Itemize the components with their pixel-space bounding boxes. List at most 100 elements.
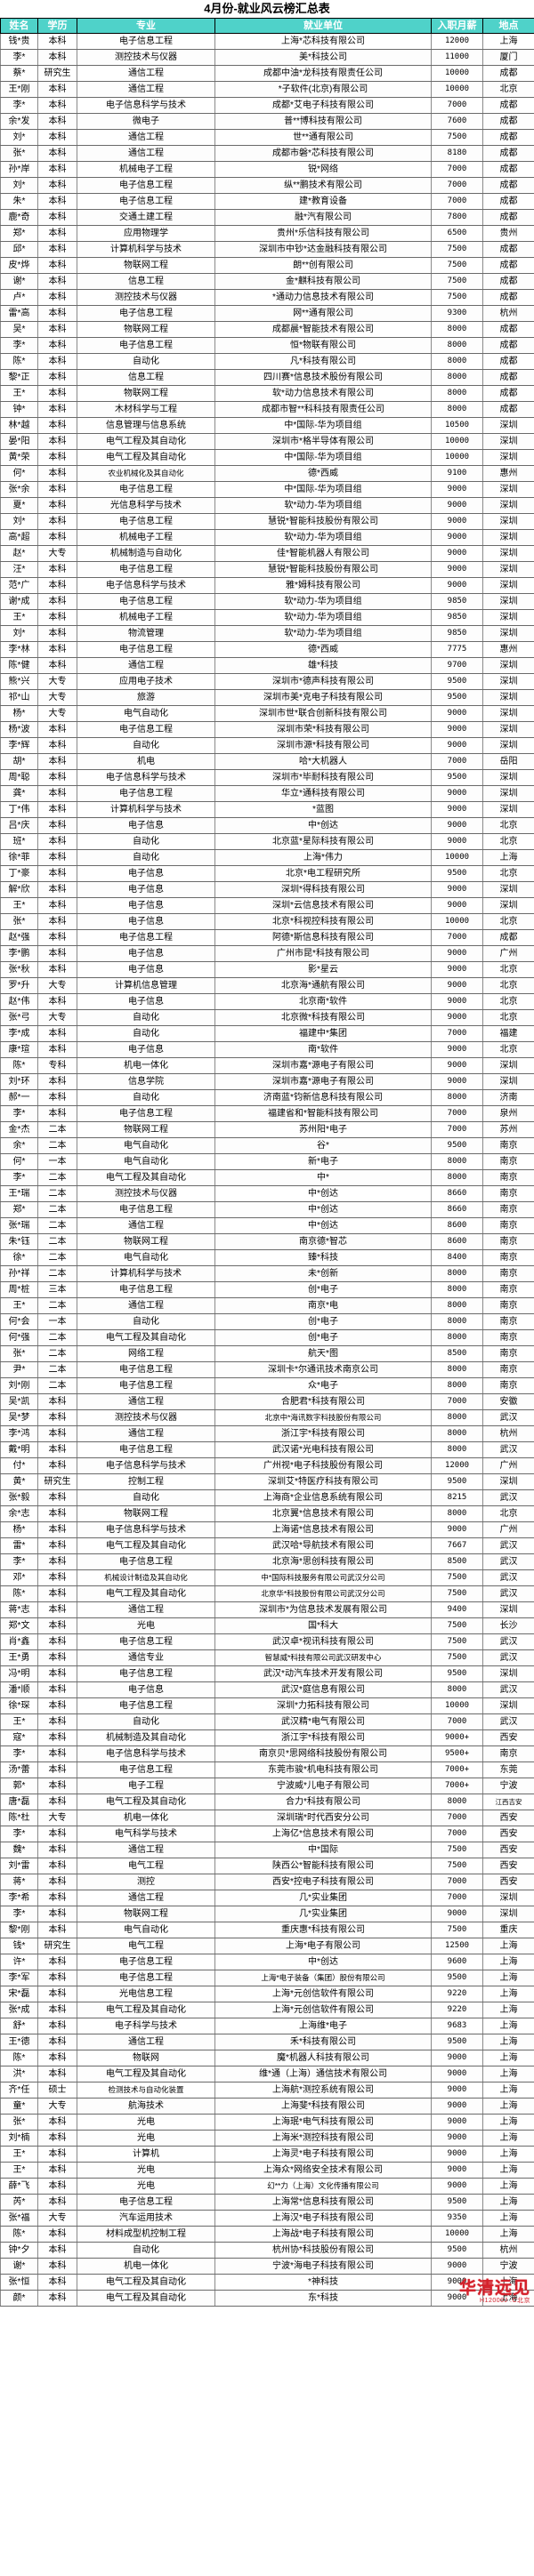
table-row[interactable]: 张*弓 大专 自动化 北京微*科技有限公司 9000 北京 bbox=[0, 1009, 534, 1026]
table-row[interactable]: 钟*夕 本科 自动化 杭州协*科技股份有限公司 9500 杭州 bbox=[0, 2242, 534, 2259]
table-row[interactable]: 李* 本科 电子信息科学与技术 成都*艾电子科技有限公司 7000 成都 bbox=[0, 97, 534, 114]
table-row[interactable]: 王* 本科 机械电子工程 软*动力-华为项目组 9850 深圳 bbox=[0, 609, 534, 626]
table-row[interactable]: 洪* 本科 电气工程及其自动化 维*通（上海）通信技术有限公司 9000 上海 bbox=[0, 2066, 534, 2082]
table-row[interactable]: 芮* 本科 电子信息工程 上海常*信息科技有限公司 9500 上海 bbox=[0, 2194, 534, 2211]
table-row[interactable]: 李*军 本科 电子信息工程 上海*电子装备（集团）股份有限公司 9500 上海 bbox=[0, 1970, 534, 1986]
table-row[interactable]: 朱*钰 二本 物联网工程 南京德*智芯 8600 南京 bbox=[0, 1233, 534, 1250]
table-row[interactable]: 蔡* 研究生 通信工程 成都中油*龙科技有限责任公司 10000 成都 bbox=[0, 65, 534, 82]
table-row[interactable]: 齐*任 硕士 检测技术与自动化装置 上海航*测控系统有限公司 9000 上海 bbox=[0, 2082, 534, 2099]
table-row[interactable]: 王* 本科 物联网工程 软*动力信息技术有限公司 8000 成都 bbox=[0, 385, 534, 402]
table-row[interactable]: 张* 二本 网络工程 航天*图 8500 南京 bbox=[0, 1345, 534, 1362]
table-row[interactable]: 金*杰 二本 物联网工程 苏州阳*电子 7000 苏州 bbox=[0, 1121, 534, 1138]
table-row[interactable]: 胡* 本科 机电 哈*大机器人 7000 岳阳 bbox=[0, 753, 534, 770]
table-row[interactable]: 皮*烨 本科 物联网工程 朗**创有限公司 7500 成都 bbox=[0, 257, 534, 274]
table-row[interactable]: 王* 本科 计算机 上海灵*电子科技有限公司 9000 上海 bbox=[0, 2146, 534, 2163]
table-row[interactable]: 夏* 本科 光信息科学与技术 软*动力-华为项目组 9000 深圳 bbox=[0, 497, 534, 514]
table-row[interactable]: 班* 本科 自动化 北京蓝*星际科技有限公司 9000 北京 bbox=[0, 833, 534, 850]
table-row[interactable]: 雷*高 本科 电子信息工程 网**通有限公司 9300 杭州 bbox=[0, 305, 534, 322]
table-row[interactable]: 周*桩 三本 电子信息工程 创*电子 8000 南京 bbox=[0, 1281, 534, 1298]
table-row[interactable]: 魏* 本科 通信工程 中*国际 7500 西安 bbox=[0, 1842, 534, 1858]
table-row[interactable]: 范*广 本科 电子信息科学与技术 雅*姆科技有限公司 9000 深圳 bbox=[0, 577, 534, 594]
table-row[interactable]: 张* 本科 光电 上海珉*电气科技有限公司 9000 上海 bbox=[0, 2114, 534, 2131]
table-row[interactable]: 李*林 本科 电子信息工程 德*西威 7775 惠州 bbox=[0, 641, 534, 658]
table-row[interactable]: 朱* 本科 电子信息工程 建*教育设备 7000 成都 bbox=[0, 193, 534, 210]
table-row[interactable]: 刘*环 本科 信息学院 深圳市嘉*源电子有限公司 9000 深圳 bbox=[0, 1073, 534, 1090]
table-row[interactable]: 王* 本科 自动化 武汉精*电气有限公司 7000 武汉 bbox=[0, 1713, 534, 1730]
table-row[interactable]: 刘*刚 二本 电子信息工程 众*电子 8000 南京 bbox=[0, 1377, 534, 1394]
table-row[interactable]: 张*福 大专 汽车运用技术 上海汉*电子科技有限公司 9350 上海 bbox=[0, 2210, 534, 2227]
table-row[interactable]: 黄*荣 本科 电气工程及其自动化 中*国际-华为项目组 10000 深圳 bbox=[0, 449, 534, 466]
table-row[interactable]: 潘*顺 本科 电子信息 武汉*庭信息有限公司 8000 武汉 bbox=[0, 1681, 534, 1698]
table-row[interactable]: 吴* 本科 物联网工程 成都晨*智能技术有限公司 8000 成都 bbox=[0, 321, 534, 338]
table-row[interactable]: 李* 本科 电子信息科学与技术 南京贝*思网络科技股份有限公司 9500+ 南京 bbox=[0, 1745, 534, 1762]
table-row[interactable]: 郑* 本科 应用物理学 贵州*乐信科技有限公司 6500 贵州 bbox=[0, 225, 534, 242]
table-row[interactable]: 张*毅 本科 自动化 上海商*企业信息系统有限公司 8215 武汉 bbox=[0, 1489, 534, 1506]
table-row[interactable]: 汪* 本科 电子信息工程 慧锐*智能科技股份有限公司 9000 深圳 bbox=[0, 561, 534, 578]
table-row[interactable]: 何*会 一本 自动化 创*电子 8000 南京 bbox=[0, 1313, 534, 1330]
table-row[interactable]: 周*聪 本科 电子信息科学与技术 深圳市*毕耐科技有限公司 9500 深圳 bbox=[0, 769, 534, 786]
table-row[interactable]: 徐*菲 本科 自动化 上海*伟力 10000 上海 bbox=[0, 849, 534, 866]
table-row[interactable]: 李*鸿 本科 通信工程 浙江宇*科技有限公司 8000 杭州 bbox=[0, 1425, 534, 1442]
table-row[interactable]: 陈*健 本科 通信工程 雄*科技 9700 深圳 bbox=[0, 657, 534, 674]
column-header-name[interactable]: 姓名 bbox=[0, 18, 38, 34]
table-row[interactable]: 吴*梦 本科 测控技术与仪器 北京中*海讯数字科技股份有限公司 8000 武汉 bbox=[0, 1409, 534, 1426]
table-row[interactable]: 郑*文 本科 光电 国*科大 7500 长沙 bbox=[0, 1617, 534, 1634]
table-row[interactable]: 肖*鑫 本科 电子信息工程 武汉卓*视讯科技有限公司 7500 武汉 bbox=[0, 1633, 534, 1650]
table-row[interactable]: 陈* 本科 电气工程及其自动化 北京华*科技股份有限公司武汉分公司 7500 武汉 bbox=[0, 1585, 534, 1602]
table-row[interactable]: 蒋* 本科 测控 西安*控电子科技有限公司 7000 西安 bbox=[0, 1874, 534, 1890]
table-row[interactable]: 解*欣 本科 电子信息 深圳*得科技有限公司 9000 深圳 bbox=[0, 881, 534, 898]
table-row[interactable]: 李* 二本 电气工程及其自动化 中* 8000 南京 bbox=[0, 1169, 534, 1186]
table-row[interactable]: 刘*雷 本科 电气工程 陕西公*智能科技有限公司 7500 西安 bbox=[0, 1858, 534, 1874]
table-row[interactable]: 李* 本科 电气科学与技术 上海亿*信息技术有限公司 7000 西安 bbox=[0, 1826, 534, 1842]
table-row[interactable]: 付* 本科 电子信息科学与技术 广州视*电子科技股份有限公司 12000 广州 bbox=[0, 1457, 534, 1474]
table-row[interactable]: 孙*祥 二本 计算机科学与技术 未*创新 8000 南京 bbox=[0, 1265, 534, 1282]
table-row[interactable]: 戴*明 本科 电子信息工程 武汉诺*光电科技有限公司 8000 武汉 bbox=[0, 1441, 534, 1458]
column-header-place[interactable]: 地点 bbox=[482, 18, 534, 34]
table-row[interactable]: 薛*飞 本科 光电 幻**力（上海）文化传播有限公司 9000 上海 bbox=[0, 2178, 534, 2195]
table-row[interactable]: 李* 本科 电子信息工程 福建省和*智能科技有限公司 7000 泉州 bbox=[0, 1105, 534, 1122]
table-row[interactable]: 张* 本科 电子信息 北京*科视控科技有限公司 10000 北京 bbox=[0, 913, 534, 930]
table-row[interactable]: 徐* 二本 电气自动化 臻*科技 8400 南京 bbox=[0, 1249, 534, 1266]
table-row[interactable]: 王* 本科 电子信息 深圳*云信息技术有限公司 9000 深圳 bbox=[0, 897, 534, 914]
table-row[interactable]: 郭* 本科 电子工程 宁波威*儿电子有限公司 7000+ 宁波 bbox=[0, 1778, 534, 1794]
table-row[interactable]: 颜* 本科 电气工程及其自动化 东*科技 9000 上海 bbox=[0, 2290, 534, 2307]
table-row[interactable]: 李*希 本科 通信工程 几*实业集团 7000 深圳 bbox=[0, 1890, 534, 1906]
table-row[interactable]: 杨* 本科 电子信息科学与技术 上海诺*信息技术有限公司 9000 广州 bbox=[0, 1521, 534, 1538]
table-row[interactable]: 蒋*志 本科 通信工程 深圳市*为信息技术发展有限公司 9400 深圳 bbox=[0, 1601, 534, 1618]
table-row[interactable]: 王* 二本 通信工程 南京*电 8000 南京 bbox=[0, 1297, 534, 1314]
table-row[interactable]: 刘* 本科 物流管理 软*动力-华为项目组 9850 深圳 bbox=[0, 625, 534, 642]
table-row[interactable]: 郝*一 本科 自动化 济南蓝*钧新信息科技有限公司 8000 济南 bbox=[0, 1089, 534, 1106]
table-row[interactable]: 李*辉 本科 自动化 深圳市源*科技有限公司 9000 深圳 bbox=[0, 737, 534, 754]
table-row[interactable]: 王*瑞 二本 测控技术与仪器 中*创达 8660 南京 bbox=[0, 1185, 534, 1202]
table-row[interactable]: 丁*豪 本科 电子信息 北京*电工程研究所 9500 北京 bbox=[0, 865, 534, 882]
table-row[interactable]: 罗*升 大专 计算机信息管理 北京海*通航有限公司 9000 北京 bbox=[0, 977, 534, 994]
table-row[interactable]: 余*发 本科 微电子 普**博科技有限公司 7600 成都 bbox=[0, 113, 534, 130]
table-row[interactable]: 郑* 二本 电子信息工程 中*创达 8660 南京 bbox=[0, 1201, 534, 1218]
table-row[interactable]: 王*刚 本科 通信工程 *子软件(北京)有限公司 10000 北京 bbox=[0, 81, 534, 98]
table-row[interactable]: 李*鹏 本科 电子信息 广州市昆*科技有限公司 9000 广州 bbox=[0, 945, 534, 962]
table-row[interactable]: 张*恒 本科 电气工程及其自动化 *神科技 9000 上海 bbox=[0, 2274, 534, 2291]
table-row[interactable]: 寇* 本科 机械制造及其自动化 浙江宇*科技有限公司 9000+ 西安 bbox=[0, 1729, 534, 1746]
table-row[interactable]: 李* 本科 电子信息工程 恒*物联有限公司 8000 成都 bbox=[0, 337, 534, 354]
table-row[interactable]: 黎*正 本科 信息工程 四川赛*信息技术股份有限公司 8000 成都 bbox=[0, 369, 534, 386]
table-row[interactable]: 王*勇 本科 通信专业 智慧威*科技有限公司武汉研发中心 7500 武汉 bbox=[0, 1649, 534, 1666]
table-row[interactable]: 谢*成 本科 电子信息工程 软*动力-华为项目组 9850 深圳 bbox=[0, 593, 534, 610]
table-row[interactable]: 冯*明 本科 电子信息工程 武汉*动汽车技术开发有限公司 9500 深圳 bbox=[0, 1665, 534, 1682]
table-row[interactable]: 张*瑞 二本 通信工程 中*创达 8600 南京 bbox=[0, 1217, 534, 1234]
table-row[interactable]: 吴*凯 本科 通信工程 合肥君*科技有限公司 7000 安徽 bbox=[0, 1393, 534, 1410]
table-row[interactable]: 杨* 大专 电气自动化 深圳市世*联合创新科技有限公司 9000 深圳 bbox=[0, 705, 534, 722]
column-header-edu[interactable]: 学历 bbox=[37, 18, 77, 34]
table-row[interactable]: 卢* 本科 测控技术与仪器 *通动力信息技术有限公司 7500 成都 bbox=[0, 289, 534, 306]
table-row[interactable]: 刘* 本科 电子信息工程 慧锐*智能科技股份有限公司 9000 深圳 bbox=[0, 513, 534, 530]
table-row[interactable]: 何* 一本 电气自动化 新*电子 8000 南京 bbox=[0, 1153, 534, 1170]
table-row[interactable]: 祁*山 大专 旅游 深圳市美*克电子科技有限公司 9500 深圳 bbox=[0, 689, 534, 706]
table-row[interactable]: 汤*蕾 本科 电子信息工程 东莞市骏*机电科技有限公司 7000+ 东莞 bbox=[0, 1761, 534, 1778]
table-row[interactable]: 谢* 本科 信息工程 金*麒科技有限公司 7500 成都 bbox=[0, 273, 534, 290]
table-row[interactable]: 童* 大专 航海技术 上海斐*科技有限公司 9000 上海 bbox=[0, 2098, 534, 2115]
table-row[interactable]: 李*成 本科 自动化 福建中*集团 7000 福建 bbox=[0, 1025, 534, 1042]
table-row[interactable]: 鹿*奇 本科 交通土建工程 融*汽有限公司 7800 成都 bbox=[0, 209, 534, 226]
table-row[interactable]: 邱* 本科 计算机科学与技术 深圳市中钞*达金融科技有限公司 7500 成都 bbox=[0, 241, 534, 258]
table-row[interactable]: 林*越 本科 信息管理与信息系统 中*国际-华为项目组 10500 深圳 bbox=[0, 417, 534, 434]
table-row[interactable]: 黎*刚 本科 电气自动化 重庆惠*科技有限公司 7500 重庆 bbox=[0, 1922, 534, 1938]
table-row[interactable]: 钱*贵 本科 电子信息工程 上海*芯科技有限公司 12000 上海 bbox=[0, 33, 534, 50]
